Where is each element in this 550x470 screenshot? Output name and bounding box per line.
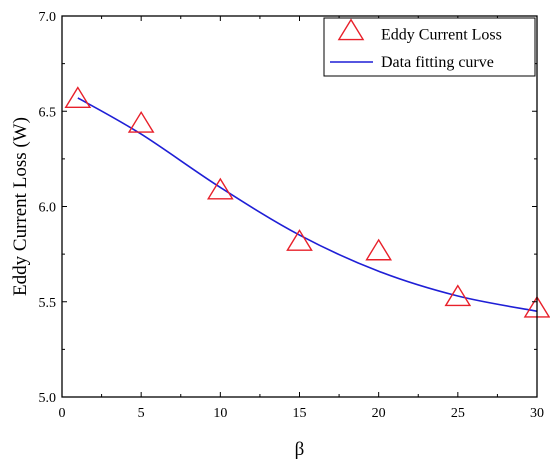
chart-marks [64, 86, 550, 318]
legend: Eddy Current Loss Data fitting curve [323, 17, 536, 77]
x-tick-label: 0 [59, 406, 66, 421]
data-point-eddy-current-loss [365, 238, 393, 261]
tick-labels: 0 5 10 15 20 25 30 5.0 5.5 6.0 6.5 7.0 [39, 10, 545, 421]
data-point-eddy-current-loss [286, 229, 313, 251]
data-point-eddy-current-loss [127, 110, 155, 133]
legend-label-data-fitting-curve: Data fitting curve [381, 54, 494, 71]
series-line-data-fitting-curve [77, 97, 538, 313]
legend-marker-eddy-current-loss [337, 18, 365, 41]
y-tick-label: 7.0 [39, 10, 57, 25]
axis-ticks [61, 15, 538, 398]
x-tick-label: 5 [138, 406, 145, 421]
y-tick-label: 6.5 [39, 105, 57, 120]
x-axis-title: β [295, 439, 305, 460]
x-tick-label: 15 [293, 406, 307, 421]
data-point-eddy-current-loss [64, 86, 92, 109]
data-point-eddy-current-loss [444, 284, 472, 307]
data-point-eddy-current-loss [206, 177, 234, 200]
legend-label-eddy-current-loss: Eddy Current Loss [381, 27, 502, 44]
plot-area [62, 16, 537, 397]
y-tick-label: 5.5 [39, 296, 57, 311]
y-tick-label: 5.0 [39, 391, 57, 406]
y-tick-label: 6.0 [39, 201, 57, 216]
x-tick-label: 30 [530, 406, 544, 421]
x-tick-label: 25 [451, 406, 465, 421]
legend-box [323, 17, 536, 77]
x-tick-label: 20 [372, 406, 386, 421]
y-axis-title: Eddy Current Loss (W) [10, 117, 31, 296]
x-tick-label: 10 [213, 406, 227, 421]
